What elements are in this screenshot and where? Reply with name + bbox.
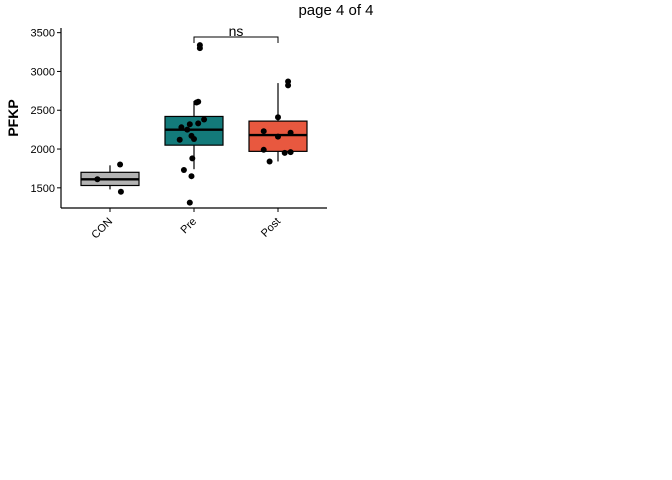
- x-tick-label-pre: Pre: [179, 216, 200, 237]
- data-point-pre: [196, 45, 203, 52]
- data-point-pre: [189, 155, 196, 162]
- data-point-pre: [188, 173, 195, 180]
- bracket-line: [193, 36, 279, 43]
- page-label: page 4 of 4: [298, 2, 374, 19]
- y-tick-label: 3500: [31, 28, 55, 40]
- chart-boxes: [80, 83, 308, 190]
- data-point-pre: [186, 121, 193, 128]
- data-point-pre: [184, 126, 191, 133]
- data-point-con: [117, 188, 124, 195]
- x-tick-label-post: Post: [259, 216, 283, 240]
- y-tick-label: 2500: [31, 105, 55, 117]
- data-point-post: [287, 149, 294, 156]
- data-point-pre: [176, 136, 183, 143]
- x-tick-label-con: CON: [89, 216, 115, 242]
- significance-bracket: ns: [193, 23, 279, 43]
- data-point-post: [287, 129, 294, 136]
- data-point-con: [117, 161, 124, 168]
- data-point-post: [275, 114, 281, 121]
- chart-comparisons: ns: [193, 23, 279, 43]
- data-point-post: [275, 133, 281, 140]
- data-point-post: [266, 158, 273, 165]
- y-axis-label: PFKP: [5, 99, 21, 136]
- y-tick-label: 3000: [31, 66, 55, 78]
- data-point-pre: [201, 116, 208, 123]
- chart-axes: 1500 2000 2500 3000 3500 CON Pre Post: [31, 28, 327, 242]
- data-point-post: [285, 82, 292, 89]
- data-point-pre: [180, 166, 187, 173]
- data-point-pre: [191, 135, 197, 142]
- data-point-pre: [178, 124, 185, 131]
- significance-label: ns: [229, 23, 244, 39]
- chart-points: [94, 42, 294, 206]
- y-tick-label: 1500: [31, 183, 55, 195]
- box-con: [80, 165, 140, 190]
- data-point-con: [94, 176, 101, 183]
- data-point-pre: [186, 199, 193, 206]
- data-point-post: [260, 128, 267, 135]
- data-point-pre: [193, 99, 200, 106]
- y-tick-label: 2000: [31, 144, 55, 156]
- box-post: [248, 83, 308, 162]
- data-point-pre: [195, 120, 202, 127]
- data-point-post: [260, 146, 267, 153]
- data-point-post: [281, 149, 288, 156]
